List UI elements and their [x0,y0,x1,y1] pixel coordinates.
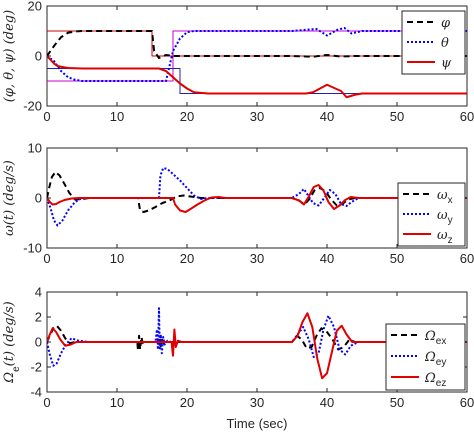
x-tick-label: 30 [250,395,264,410]
legend: Ωex Ωey Ωez [385,323,466,391]
x-tick-label: 30 [250,251,264,266]
series-line-ωx [47,171,467,213]
y-axis-label: Ωe(t) (deg/s) [2,301,22,383]
y-axis-label: ω(t) (deg/s) [2,160,17,236]
plot-area [47,167,467,227]
x-tick-label: 0 [43,109,50,124]
x-tick-label: 10 [110,395,124,410]
y-tick-label: -10 [23,241,42,256]
y-tick-label: 0 [35,49,42,64]
x-tick-label: 30 [250,109,264,124]
legend-label: ψ [441,56,452,71]
legend-label: θ [441,36,449,51]
x-tick-label: 20 [180,395,194,410]
x-tick-label: 40 [320,109,334,124]
y-tick-label: 20 [28,0,42,14]
legend-label: Ωex [424,329,446,347]
x-tick-label: 60 [460,395,474,410]
y-tick-label: 10 [28,141,42,156]
legend-label: Ωez [424,371,446,389]
legend-label: ωy [437,208,453,226]
x-tick-label: 60 [460,251,474,266]
y-tick-label: 4 [35,285,42,300]
x-tick-label: 20 [180,251,194,266]
x-tick-label: 10 [110,109,124,124]
x-tick-label: 0 [43,395,50,410]
legend: φθψ [401,10,466,75]
legend-entries: Ωex Ωey Ωez [391,329,446,389]
legend-label: φ [441,16,451,31]
x-tick-label: 40 [320,251,334,266]
series-line-ψ [47,55,467,99]
series-line-ωy [47,167,467,227]
y-axis-label: (φ, θ, ψ) (deg) [2,10,17,102]
series-line-Ωey [47,307,467,367]
x-tick-label: 50 [390,395,404,410]
x-tick-label: 50 [390,251,404,266]
series-line-Ωez [47,312,467,380]
x-tick-label: 50 [390,109,404,124]
y-tick-label: -4 [30,385,42,400]
legend-box [397,182,466,247]
y-tick-label: -20 [23,99,42,114]
series-line-φ [47,30,467,59]
legend-label: ωx [437,188,453,206]
y-tick-label: 0 [35,191,42,206]
y-tick-label: 0 [35,335,42,350]
x-tick-label: 60 [460,109,474,124]
legend-entries: φθψ [407,16,452,71]
axis-ticks: 0 10 20 30 40 50 60 -4 -2 0 2 4 [30,285,474,411]
x-tick-label: 10 [110,251,124,266]
x-tick-label: 0 [43,251,50,266]
legend-label: Ωey [424,350,446,368]
x-axis-label: Time (sec) [227,416,288,431]
legend-label: ωz [437,228,453,246]
y-tick-label: -2 [30,360,42,375]
plot-area [47,27,467,99]
x-tick-label: 20 [180,109,194,124]
plot-area [47,307,467,380]
series-line-ωz [47,184,467,213]
series-line-θ [47,27,467,82]
legend: ωx ωy ωz [397,182,466,247]
y-tick-label: 2 [35,310,42,325]
legend-entries: ωx ωy ωz [403,188,453,246]
x-tick-label: 40 [320,395,334,410]
